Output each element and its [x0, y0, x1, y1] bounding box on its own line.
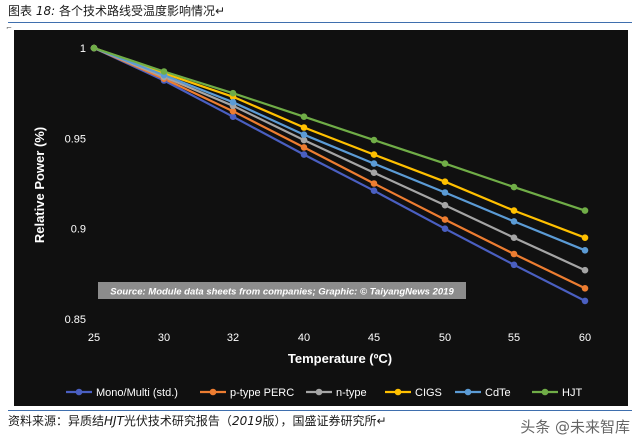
- annotation-group: Source: Module data sheets from companie…: [98, 282, 466, 299]
- figure-number: 18:: [35, 4, 56, 18]
- annotation-box: [98, 282, 466, 299]
- watermark: 头条 @未来智库: [520, 416, 630, 437]
- series-line-5: [93, 46, 586, 212]
- series-line-1: [93, 46, 586, 290]
- data-point: [370, 160, 378, 167]
- legend-label: CdTe: [485, 387, 511, 399]
- data-point: [441, 160, 449, 167]
- data-point: [370, 136, 378, 144]
- data-point: [510, 234, 518, 241]
- legend-swatch-marker: [394, 388, 402, 396]
- series-markers-group: [90, 44, 589, 305]
- series-line-2: [93, 46, 586, 272]
- data-point: [370, 169, 378, 176]
- x-tick-label: 55: [508, 332, 520, 344]
- data-point: [300, 113, 308, 120]
- figure-title: 图表 18: 各个技术路线受温度影响情况↵: [8, 2, 225, 19]
- data-point: [581, 247, 589, 254]
- data-point: [229, 107, 237, 115]
- legend-swatch-marker: [541, 388, 549, 396]
- corner-mark: ⌐: [6, 24, 12, 32]
- data-point: [510, 218, 518, 225]
- data-point: [581, 266, 589, 274]
- data-point: [300, 136, 308, 144]
- series-line-0: [93, 47, 586, 302]
- bottom-rule: [8, 410, 632, 411]
- legend-swatch-marker: [209, 388, 217, 396]
- data-point: [510, 207, 518, 214]
- x-tick-label: 40: [298, 332, 310, 344]
- source-italic-hjt: HJT: [104, 414, 124, 428]
- chart-area: 0.85 0.9 0.95 1 25 30 32 40 45 50 55 60 Source: Mod…: [14, 30, 628, 406]
- series-lines-group: [93, 46, 586, 302]
- source-italic-year: 2019: [231, 414, 263, 428]
- figure-title-text: 各个技术路线受温度影响情况: [58, 4, 215, 18]
- data-point: [160, 68, 168, 75]
- source-line: 资料来源：异质结HJT光伏技术研究报告（2019版），国盛证券研究所↵: [8, 412, 387, 429]
- y-tick-label: 0.85: [65, 314, 86, 326]
- figure-label: 图表: [8, 4, 33, 18]
- legend-swatch-marker: [315, 388, 323, 396]
- source-middle: 光伏技术研究报告（: [123, 414, 232, 428]
- x-axis-label: Temperature (ºC): [288, 351, 392, 366]
- data-point: [370, 187, 378, 194]
- axes-group: 0.85 0.9 0.95 1 25 30 32 40 45 50 55 60: [65, 43, 592, 344]
- series-line-4: [93, 46, 586, 252]
- figure-title-mark: ↵: [215, 4, 226, 18]
- data-point: [441, 178, 449, 185]
- y-tick-label: 1: [80, 43, 86, 55]
- legend-swatch-marker: [464, 388, 472, 396]
- legend-label: CIGS: [415, 387, 442, 399]
- data-point: [300, 124, 308, 131]
- source-suffix: 版），国盛证券研究所↵: [262, 414, 387, 428]
- line-chart: 0.85 0.9 0.95 1 25 30 32 40 45 50 55 60 Source: Mod…: [32, 43, 592, 399]
- data-point: [229, 98, 237, 106]
- legend-item-1: p-type PERC: [200, 387, 294, 399]
- data-point: [441, 216, 449, 223]
- legend: Mono/Multi (std.) p-type PERC n-type CIGS Cd…: [66, 387, 582, 399]
- data-point: [90, 44, 98, 52]
- y-tick-label: 0.9: [71, 224, 86, 236]
- data-point: [581, 297, 589, 305]
- legend-item-3: CIGS: [385, 387, 442, 399]
- legend-label: n-type: [336, 387, 367, 399]
- x-tick-label: 30: [158, 332, 170, 344]
- legend-label: Mono/Multi (std.): [96, 387, 178, 399]
- legend-item-0: Mono/Multi (std.): [66, 387, 178, 399]
- x-tick-label: 25: [88, 332, 100, 344]
- x-tick-label: 32: [227, 332, 239, 344]
- data-point: [581, 234, 589, 241]
- legend-item-5: HJT: [532, 387, 582, 399]
- y-axis-label: Relative Power (%): [32, 127, 47, 243]
- data-point: [510, 261, 518, 269]
- legend-item-4: CdTe: [455, 387, 511, 399]
- source-prefix: 资料来源：异质结: [8, 414, 105, 428]
- series-line-3: [93, 46, 586, 239]
- data-point: [300, 144, 308, 151]
- x-tick-label: 45: [368, 332, 380, 344]
- data-point: [441, 189, 449, 196]
- data-point: [300, 151, 308, 158]
- data-point: [441, 225, 449, 232]
- legend-swatch-marker: [75, 388, 83, 396]
- data-point: [370, 151, 378, 158]
- legend-label: p-type PERC: [230, 387, 294, 399]
- data-point: [229, 89, 237, 97]
- data-point: [300, 131, 308, 138]
- data-point: [510, 183, 518, 191]
- data-point: [441, 201, 449, 209]
- data-point: [510, 250, 518, 258]
- y-tick-label: 0.95: [65, 133, 86, 145]
- chart-annotation: Source: Module data sheets from companie…: [110, 287, 454, 298]
- x-tick-label: 60: [579, 332, 591, 344]
- top-rule: [8, 22, 632, 23]
- x-tick-label: 50: [439, 332, 451, 344]
- watermark-text: 头条 @未来智库: [520, 418, 630, 436]
- data-point: [581, 285, 589, 292]
- data-point: [581, 207, 589, 214]
- legend-label: HJT: [562, 387, 582, 399]
- data-point: [370, 180, 378, 187]
- data-point: [229, 113, 237, 120]
- legend-item-2: n-type: [306, 387, 367, 399]
